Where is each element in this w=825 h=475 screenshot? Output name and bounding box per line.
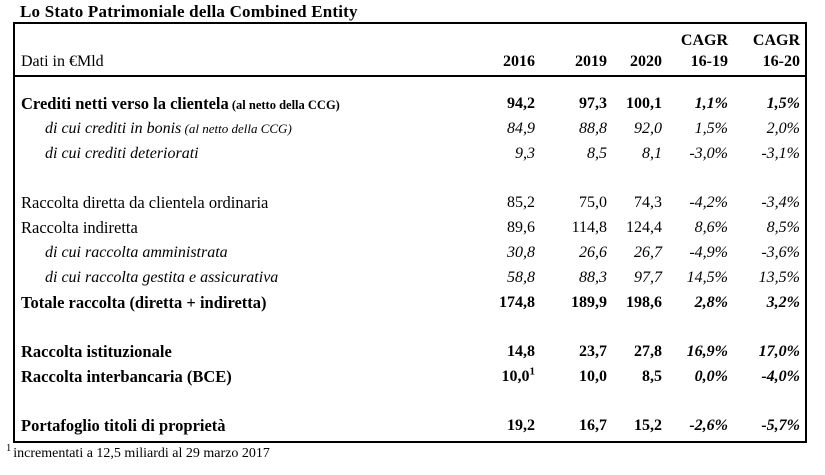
value-cell: -3,6% [761,244,800,261]
value-cell: 198,6 [626,294,662,311]
value-cell: 88,8 [579,120,607,137]
value-cell: 27,8 [634,343,662,360]
table-section: Raccolta istituzionale 14,8 23,7 27,8 16,9% 1… [21,339,800,389]
row-label: di cui raccolta gestita e assicurativa [45,269,279,286]
column-header: CAGR 16-19 [680,32,728,70]
table-section: Crediti netti verso la clientela (al net… [21,91,800,166]
value-cell: 10,01 [501,365,536,385]
value-cell: 14,5% [686,269,728,286]
value-cell: 0,0% [694,368,728,385]
value-cell: 174,8 [499,294,535,311]
value-cell: 189,9 [571,294,607,311]
value-cell: 14,8 [507,343,535,360]
value-cell: 15,2 [634,417,662,434]
value-cell: 10,0 [579,368,607,385]
column-header: CAGR 16-20 [752,32,800,70]
value-cell: 3,2% [766,294,800,311]
value-cell: -5,7% [761,417,800,434]
row-label: Portafoglio titoli di proprietà [21,416,226,435]
footnote-ref: 1 [529,365,536,378]
table-section: Portafoglio titoli di proprietà 19,2 16,7 1… [21,413,800,438]
value-cell: 94,2 [507,95,535,112]
column-header: 2016 [503,53,535,70]
value-cell: 26,6 [579,244,607,261]
footnote-marker: 1 [6,443,12,455]
value-cell: -3,4% [761,194,800,211]
value-cell: -2,6% [689,417,728,434]
value-cell: -3,1% [761,145,800,162]
unit-label: Dati in €Mld [21,53,104,70]
table-row: Totale raccolta (diretta + indiretta) 174… [21,290,800,315]
row-label: di cui crediti in bonis (al netto della … [45,120,292,137]
table-section: Raccolta diretta da clientela ordinaria 8… [21,190,800,315]
value-cell: 100,1 [626,95,662,112]
value-cell: 89,6 [507,219,535,236]
table-row: Raccolta diretta da clientela ordinaria 8… [21,190,800,215]
table-row: Crediti netti verso la clientela (al net… [21,91,800,116]
column-header: 2019 [575,53,607,70]
row-label-suffix: (al netto della CCG) [181,121,292,136]
value-cell: 23,7 [579,343,607,360]
value-cell: -4,2% [689,194,728,211]
value-cell: 74,3 [634,194,662,211]
value-cell: 16,7 [579,417,607,434]
row-label: Totale raccolta (diretta + indiretta) [21,293,267,312]
footnote: 1 incrementati a 12,5 miliardi al 29 marz… [6,443,270,462]
value-cell: 114,8 [571,219,607,236]
column-header: 2020 [630,53,662,70]
value-cell: 8,6% [694,219,728,236]
table-row: Raccolta interbancaria (BCE) 10,01 10,0 8,5… [21,364,800,389]
value-cell: 19,2 [507,417,535,434]
row-label: Raccolta istituzionale [21,342,172,361]
value-cell: 16,9% [686,343,728,360]
table-row: Raccolta istituzionale 14,8 23,7 27,8 16,9% 1… [21,339,800,364]
table-row: Portafoglio titoli di proprietà 19,2 16,7 1… [21,413,800,438]
value-cell: 2,8% [694,294,728,311]
footnote-text: incrementati a 12,5 miliardi al 29 marzo… [13,446,270,461]
balance-sheet-table: Dati in €Mld 2016 2019 2020 CAGR 16-19 CAGR 16… [13,22,807,443]
value-cell: 124,4 [626,219,662,236]
table-row: Raccolta indiretta 89,6 114,8 124,4 8,6% 8,5% [21,215,800,240]
value-cell: 75,0 [579,194,607,211]
value-cell: 30,8 [507,244,535,261]
value-cell: 1,1% [694,95,728,112]
row-label: Raccolta diretta da clientela ordinaria [21,193,269,212]
page-title: Lo Stato Patrimoniale della Combined Ent… [20,2,358,21]
row-label: Crediti netti verso la clientela (al net… [21,94,340,113]
row-label: di cui crediti deteriorati [45,145,199,162]
value-cell: 8,5 [642,368,662,385]
value-cell: 97,3 [579,95,607,112]
value-cell: 13,5% [758,269,800,286]
row-label: Raccolta indiretta [21,218,138,237]
row-label: di cui raccolta amministrata [45,244,228,261]
value-cell: 84,9 [507,120,535,137]
value-cell: 2,0% [766,120,800,137]
value-cell: 1,5% [766,95,800,112]
value-cell: -4,0% [761,368,800,385]
row-label-suffix: (al netto della CCG) [228,98,340,112]
row-label: Raccolta interbancaria (BCE) [21,367,232,386]
value-cell: 8,5% [766,219,800,236]
table-row: di cui crediti in bonis (al netto della … [21,116,800,141]
value-cell: 26,7 [634,244,662,261]
value-cell: 8,1 [642,145,662,162]
value-cell: 85,2 [507,194,535,211]
value-cell: 88,3 [579,269,607,286]
table-body: Crediti netti verso la clientela (al net… [15,77,805,441]
value-cell: -3,0% [689,145,728,162]
value-cell: 9,3 [515,145,535,162]
value-cell: 1,5% [694,120,728,137]
value-cell: 8,5 [587,145,607,162]
table-row: di cui crediti deteriorati 9,3 8,5 8,1 -3,0%… [21,141,800,166]
table-row: di cui raccolta gestita e assicurativa 58… [21,265,800,290]
value-cell: 17,0% [758,343,800,360]
value-cell: 92,0 [634,120,662,137]
value-cell: 97,7 [634,269,662,286]
value-cell: 58,8 [507,269,535,286]
value-cell: -4,9% [689,244,728,261]
table-header-row: Dati in €Mld 2016 2019 2020 CAGR 16-19 CAGR 16… [15,24,805,77]
table-row: di cui raccolta amministrata 30,8 26,6 26,7… [21,240,800,265]
